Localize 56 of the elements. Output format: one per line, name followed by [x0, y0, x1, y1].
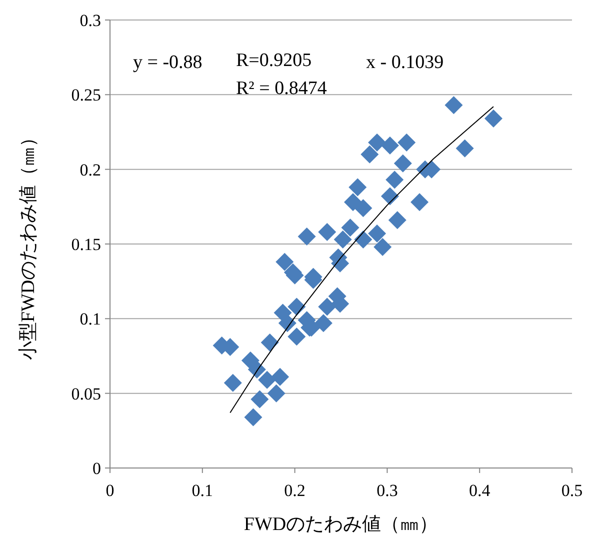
point [348, 178, 367, 196]
point [224, 374, 242, 392]
y-tick-label: 0.3 [80, 11, 101, 30]
point [360, 145, 379, 164]
point [354, 199, 372, 218]
point [374, 238, 392, 256]
point [484, 110, 502, 128]
y-axis-title: 小型FWDのたわみ値（㎜） [18, 128, 39, 360]
point [344, 193, 362, 212]
point [258, 370, 276, 389]
x-axis-title: FWDのたわみ値（㎜） [244, 514, 438, 535]
point [334, 230, 352, 249]
x-tick-label: 0.5 [561, 481, 583, 500]
point [380, 136, 399, 154]
point [274, 304, 292, 322]
point [276, 252, 294, 271]
point [368, 224, 386, 243]
point [288, 298, 306, 316]
y-tick-label: 0.2 [80, 160, 101, 180]
point [341, 218, 360, 237]
point [444, 96, 463, 114]
point [271, 368, 290, 386]
point [318, 223, 336, 242]
x-tick-label: 0.3 [376, 481, 398, 500]
y-tick-label: 0.1 [80, 310, 101, 329]
y-tick-label: 0.25 [71, 86, 101, 105]
point [398, 133, 416, 152]
point [456, 139, 474, 158]
point [278, 314, 296, 332]
point [318, 298, 336, 316]
point [386, 170, 404, 189]
annotation: x - 0.1039 [366, 52, 444, 73]
annotation: R² = 0.8474 [236, 78, 328, 99]
point [314, 314, 332, 332]
point [260, 334, 279, 352]
point [267, 384, 286, 402]
point [368, 133, 386, 152]
y-tick-label: 0.05 [71, 384, 101, 404]
x-tick-label: 0 [106, 481, 114, 500]
y-tick-label: 0.15 [71, 235, 101, 254]
point [288, 328, 306, 346]
x-tick-label: 0.2 [284, 481, 306, 500]
point [388, 211, 406, 230]
point [248, 360, 266, 378]
point [410, 193, 429, 212]
annotation: R=0.9205 [236, 50, 312, 71]
point [380, 187, 399, 206]
point [354, 230, 372, 249]
point [394, 154, 412, 172]
x-tick-label: 0.1 [192, 481, 214, 500]
point [244, 408, 262, 426]
y-tick-label: 0 [92, 459, 101, 478]
point [250, 390, 269, 408]
annotation: y = -0.88 [133, 52, 202, 73]
point [298, 228, 316, 246]
x-tick-label: 0.4 [468, 481, 491, 500]
